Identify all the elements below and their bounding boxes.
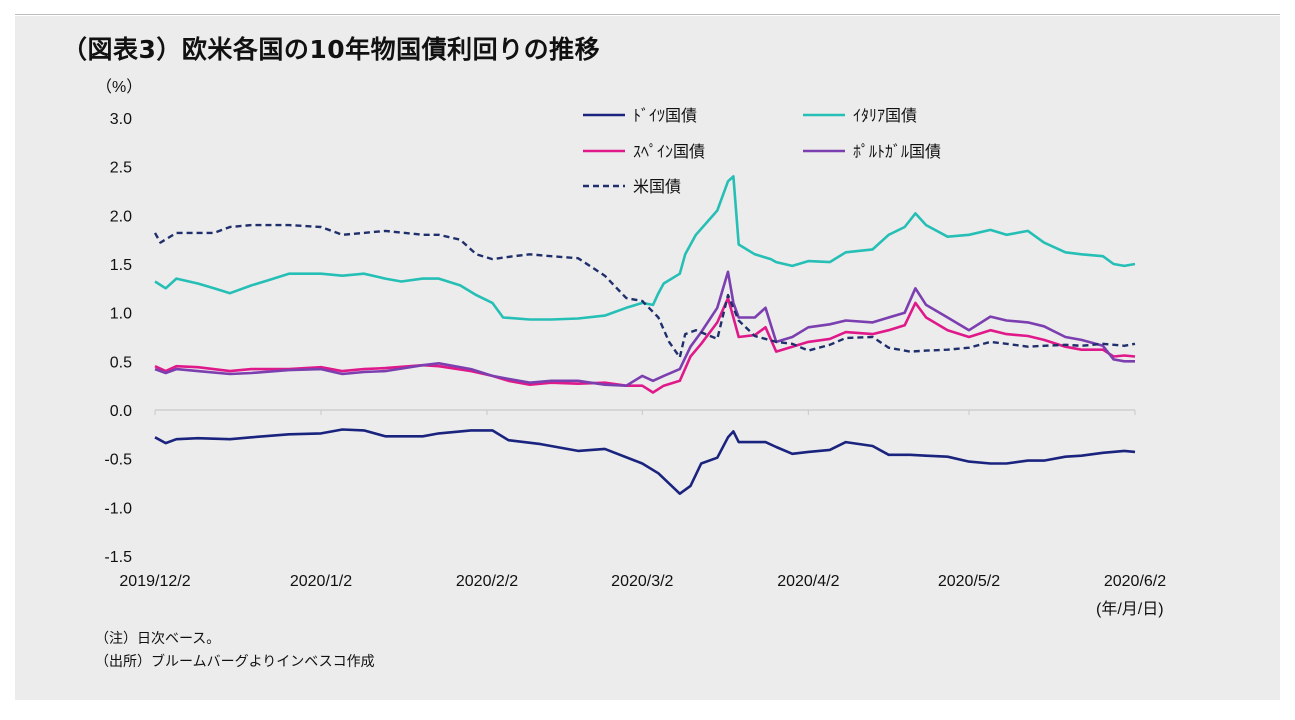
legend-item-us: 米国債 [583, 177, 681, 196]
legend-item-germany: ﾄﾞｲﾂ国債 [583, 106, 697, 125]
y-tick-label: 3.0 [110, 111, 132, 128]
chart-panel [15, 16, 1280, 700]
legend-label-portugal: ﾎﾟﾙﾄｶﾞﾙ国債 [853, 142, 941, 161]
x-tick-label: 2019/12/2 [119, 573, 190, 590]
legend-item-spain: ｽﾍﾟｲﾝ国債 [583, 142, 705, 161]
x-tick-label: 2020/1/2 [290, 573, 352, 590]
y-tick-label: 1.0 [110, 306, 132, 323]
y-tick-label: 1.5 [110, 257, 132, 274]
y-tick-label: 0.0 [110, 403, 132, 420]
y-tick-label: -1.5 [104, 549, 132, 566]
legend-item-portugal: ﾎﾟﾙﾄｶﾞﾙ国債 [803, 142, 941, 161]
y-tick-label: 2.0 [110, 208, 132, 225]
series-line-portugal [154, 270, 1135, 387]
legend-item-italy: ｲﾀﾘｱ国債 [803, 106, 917, 125]
legend-label-germany: ﾄﾞｲﾂ国債 [633, 106, 697, 125]
legend-label-us: 米国債 [633, 177, 681, 196]
y-tick-label: -1.0 [104, 500, 132, 517]
x-tick-label: 2020/2/2 [456, 573, 518, 590]
y-tick-label: 2.5 [110, 160, 132, 177]
x-tick-label: 2020/3/2 [611, 573, 673, 590]
legend-label-italy: ｲﾀﾘｱ国債 [853, 106, 917, 125]
x-axis-unit-label: (年/月/日) [1096, 600, 1164, 618]
y-tick-label: -0.5 [104, 452, 132, 469]
legend-label-spain: ｽﾍﾟｲﾝ国債 [633, 142, 705, 161]
series-line-italy [154, 175, 1136, 321]
series-line-germany [154, 428, 1136, 495]
x-tick-label: 2020/5/2 [938, 573, 1000, 590]
x-tick-label: 2020/6/2 [1104, 573, 1166, 590]
y-tick-label: 0.5 [110, 354, 132, 371]
x-tick-label: 2020/4/2 [777, 573, 839, 590]
series-line-spain [154, 296, 1136, 394]
footnote-note: （注）日次ベース。 [95, 631, 221, 647]
top-rule [15, 14, 1280, 15]
series-line-us [153, 223, 1136, 359]
chart-title: （図表3）欧米各国の10年物国債利回りの推移 [62, 35, 601, 64]
footnote-source: （出所）ブルームバーグよりインベスコ作成 [95, 654, 375, 670]
y-axis-unit-label: （%） [96, 78, 142, 96]
